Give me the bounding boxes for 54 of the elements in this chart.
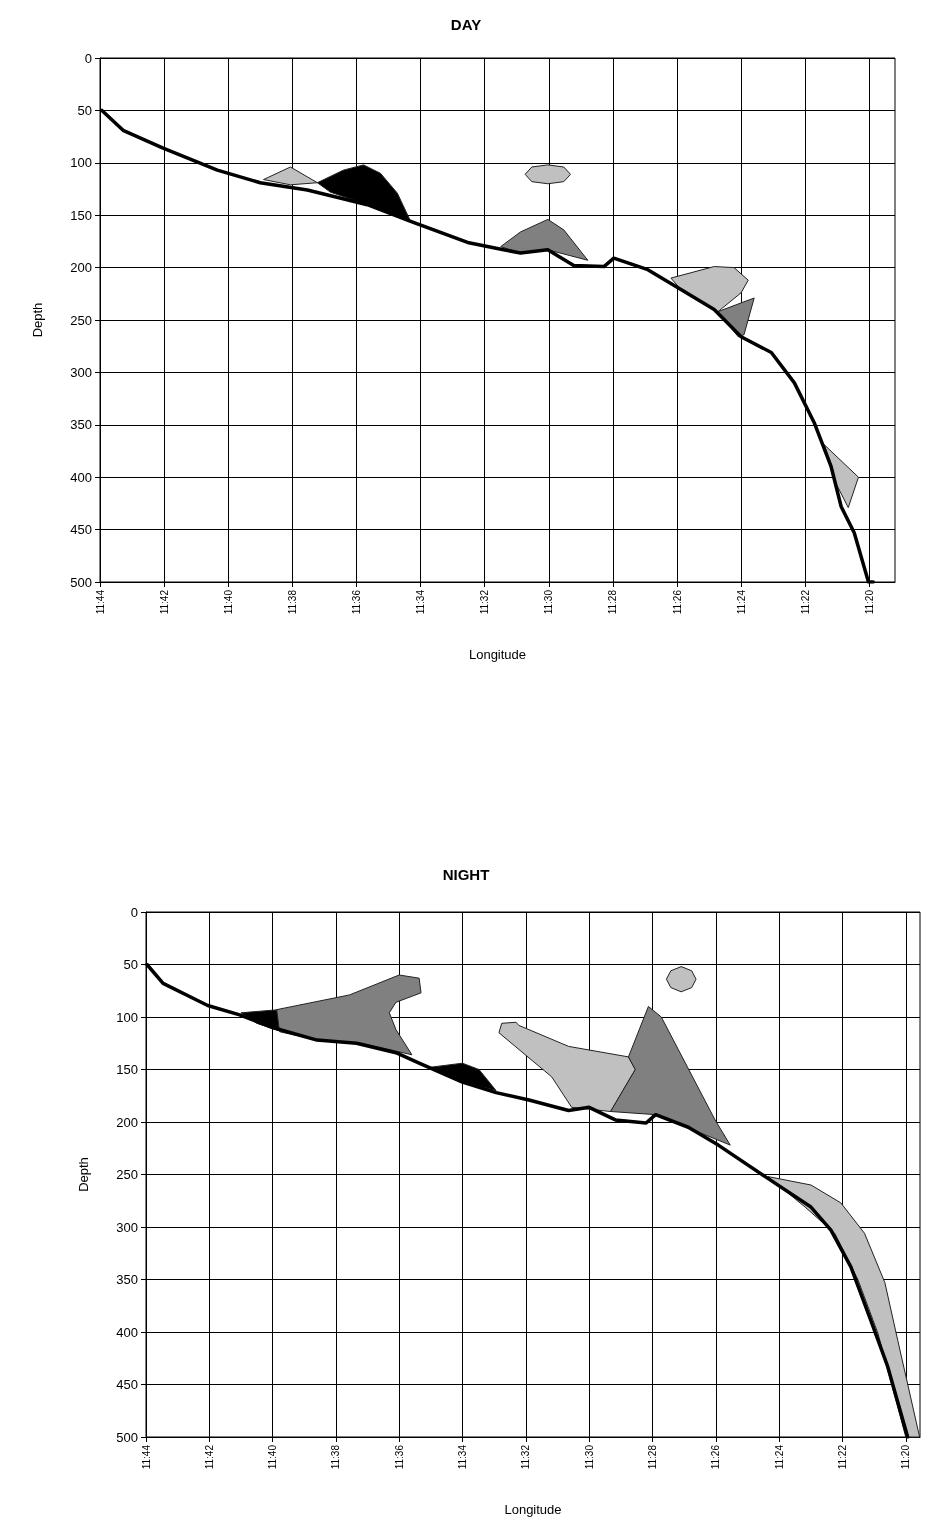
x-tick-label: 11:28 (607, 589, 619, 615)
x-tick-label: 11:44 (94, 589, 106, 615)
x-tick-label: 11:20 (863, 589, 875, 615)
x-tick-label: 11:26 (710, 1444, 722, 1470)
x-tick-label: 11:26 (671, 589, 683, 615)
y-tick-label: 100 (70, 155, 92, 171)
y-tick-label: 0 (130, 904, 138, 920)
x-tick-label: 11:34 (456, 1444, 468, 1470)
x-tick-label: 11:36 (393, 1444, 405, 1470)
x-tick-label: 11:30 (583, 1444, 595, 1470)
x-axis-title: Longitude (504, 1502, 562, 1517)
y-tick-label: 150 (116, 1062, 138, 1077)
x-tick-label: 11:36 (350, 589, 362, 615)
y-tick-label: 500 (70, 574, 92, 590)
y-tick-label: 500 (116, 1429, 138, 1445)
y-axis-title: Depth (30, 302, 45, 338)
x-tick-label: 11:40 (267, 1444, 278, 1470)
x-tick-label: 11:44 (140, 1444, 152, 1470)
x-tick-label: 11:38 (330, 1444, 342, 1470)
x-tick-label: 11:24 (735, 589, 747, 615)
y-tick-label: 200 (70, 260, 92, 276)
x-tick-label: 11:38 (286, 589, 298, 615)
x-tick-label: 11:28 (646, 1444, 658, 1470)
x-tick-label: 11:24 (773, 1444, 785, 1470)
y-tick-label: 350 (116, 1272, 138, 1287)
y-tick-label: 250 (70, 312, 92, 328)
x-tick-label: 11:22 (836, 1444, 848, 1470)
y-tick-label: 250 (116, 1167, 138, 1182)
y-tick-label: 100 (116, 1009, 138, 1025)
y-tick-label: 350 (70, 417, 92, 433)
y-tick-label: 50 (77, 102, 92, 118)
x-tick-label: 11:30 (543, 589, 555, 615)
chart-title: NIGHT (442, 866, 490, 883)
x-tick-label: 11:42 (158, 589, 170, 615)
y-tick-label: 450 (70, 522, 92, 538)
y-tick-label: 400 (116, 1324, 138, 1340)
y-tick-label: 300 (70, 364, 92, 380)
chart-title: DAY (450, 16, 482, 33)
x-tick-label: 11:42 (203, 1444, 215, 1470)
x-tick-label: 11:34 (414, 589, 426, 615)
y-tick-label: 0 (84, 50, 92, 66)
y-tick-label: 150 (70, 207, 92, 223)
y-tick-label: 200 (116, 1114, 138, 1130)
x-tick-label: 11:22 (799, 589, 811, 615)
y-tick-label: 300 (116, 1219, 138, 1235)
y-tick-label: 450 (116, 1377, 138, 1392)
y-tick-label: 400 (70, 469, 92, 485)
x-axis-title: Longitude (468, 647, 527, 662)
x-tick-label: 11:20 (900, 1444, 912, 1470)
y-tick-label: 50 (123, 957, 138, 972)
x-tick-label: 11:40 (222, 589, 234, 615)
y-axis-title: Depth (76, 1157, 91, 1192)
x-tick-label: 11:32 (520, 1444, 532, 1470)
x-tick-label: 11:32 (479, 589, 491, 615)
